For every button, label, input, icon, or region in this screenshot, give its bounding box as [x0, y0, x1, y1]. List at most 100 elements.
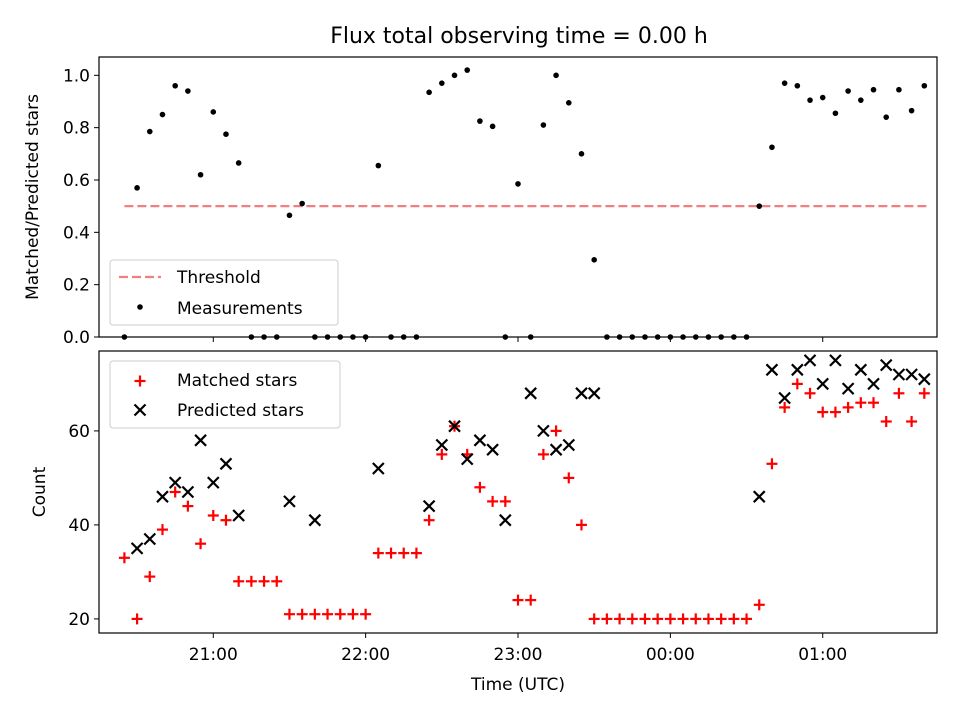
legend-predicted-label: Predicted stars: [177, 401, 304, 421]
matched-star-point: [868, 397, 880, 409]
top-legend: Threshold Measurements: [109, 259, 339, 326]
matched-star-point: [728, 613, 740, 625]
predicted-star-d2: [143, 532, 157, 546]
measurement-point: [870, 86, 877, 93]
predicted-star-d2: [232, 509, 245, 522]
measurement-point: [426, 89, 432, 96]
matched-star-point: [372, 547, 384, 559]
matched-star-point: [791, 378, 803, 390]
predicted-star-point: [133, 403, 147, 417]
predicted-star-d2: [765, 363, 779, 377]
matched-star-point: [360, 608, 372, 620]
measurement-point: [591, 257, 597, 263]
predicted-star-d2: [816, 377, 830, 391]
matched-star-point: [766, 458, 778, 470]
matched-star-point: [893, 387, 905, 399]
matched-star-point: [169, 486, 181, 498]
top-panel: 0.0 0.2 0.4 0.6 0.8 1.0 Matched/Predicted star…: [23, 56, 938, 348]
predicted-star-point: [524, 387, 537, 400]
matched-star-point: [537, 448, 549, 460]
predicted-star-point: [791, 363, 804, 377]
matched-star-point: [588, 613, 600, 625]
matched-star-point: [309, 608, 321, 620]
predicted-star-point: [448, 419, 461, 433]
measurement-point: [159, 111, 166, 118]
predicted-star-point: [829, 354, 842, 367]
matched-star-point: [296, 608, 308, 620]
bottom-legend-box: [109, 360, 341, 429]
measurement-point: [134, 185, 140, 191]
top-ytick-label: 0.4: [63, 223, 90, 243]
matched-star-point: [423, 514, 435, 526]
measurement-point: [451, 72, 458, 79]
predicted-star-point: [422, 499, 436, 513]
measurement-point: [832, 110, 839, 117]
predicted-star-point: [156, 490, 169, 503]
predicted-star-d2: [854, 363, 868, 377]
top-ylabel: Matched/Predicted stars: [23, 94, 43, 300]
legend-measurements-label: Measurements: [177, 299, 303, 319]
measurement-point: [908, 107, 915, 114]
measurement-point: [299, 200, 305, 207]
predicted-star-point: [194, 434, 207, 447]
predicted-star-d2: [905, 368, 918, 381]
predicted-star-point: [562, 438, 576, 452]
predicted-star-point: [918, 372, 931, 386]
measurement-point: [553, 72, 559, 79]
bottom-panel: 20 40 60 21:00 22:00 23:00 00:00 01:00 Count Time…: [30, 350, 938, 695]
matched-star-point: [664, 613, 676, 625]
predicted-star-point: [549, 443, 563, 456]
predicted-star-point: [803, 354, 817, 367]
predicted-star-point: [372, 462, 385, 475]
matched-star-point: [207, 510, 219, 521]
measurement-point: [477, 118, 483, 124]
predicted-star-d2: [549, 443, 563, 456]
predicted-star-point: [879, 358, 893, 372]
predicted-star-d2: [499, 513, 512, 527]
predicted-star-point: [575, 387, 588, 400]
measurement-point: [197, 171, 204, 178]
measurement-point: [819, 94, 826, 101]
bottom-ytick-label: 60: [68, 422, 90, 442]
bottom-ytick-label: 20: [68, 610, 90, 630]
predicted-star-d2: [168, 476, 182, 489]
matched-star-point: [334, 608, 346, 620]
top-ytick-label: 0.2: [63, 276, 90, 296]
matched-star-point: [182, 500, 194, 512]
measurement-point: [807, 97, 813, 103]
measurement-point: [540, 122, 547, 128]
predicted-star-point: [460, 452, 474, 466]
measurement-point: [756, 203, 763, 209]
top-legend-box: [109, 259, 339, 326]
predicted-star-d2: [194, 434, 207, 447]
measurement-point: [210, 109, 217, 115]
matched-star-point: [652, 613, 664, 625]
predicted-star-point: [499, 513, 512, 527]
matched-star-point: [499, 495, 511, 507]
predicted-star-point: [841, 382, 855, 395]
matched-star-point: [601, 613, 613, 625]
predicted-star-point: [537, 424, 550, 438]
matched-star-point: [220, 514, 232, 526]
matched-star-point: [233, 575, 245, 587]
predicted-star-d2: [473, 434, 487, 447]
predicted-star-point: [219, 457, 233, 471]
measurement-point: [185, 88, 191, 94]
matched-star-point: [817, 406, 829, 418]
measurement-point: [515, 181, 521, 187]
top-ytick-label: 0.0: [63, 328, 90, 348]
predicted-star-d2: [133, 403, 147, 417]
matched-star-point: [322, 608, 334, 620]
top-ytick-label: 1.0: [63, 66, 90, 86]
predicted-star-point: [283, 495, 296, 508]
predicted-star-d2: [803, 354, 817, 367]
measurement-point: [769, 144, 775, 151]
predicted-star-d2: [422, 499, 436, 513]
predicted-star-point: [181, 485, 195, 499]
predicted-star-point: [473, 434, 487, 447]
predicted-star-d2: [791, 363, 804, 377]
matched-star-point: [855, 397, 867, 409]
predicted-star-point: [587, 387, 601, 400]
matched-star-point: [741, 613, 753, 625]
